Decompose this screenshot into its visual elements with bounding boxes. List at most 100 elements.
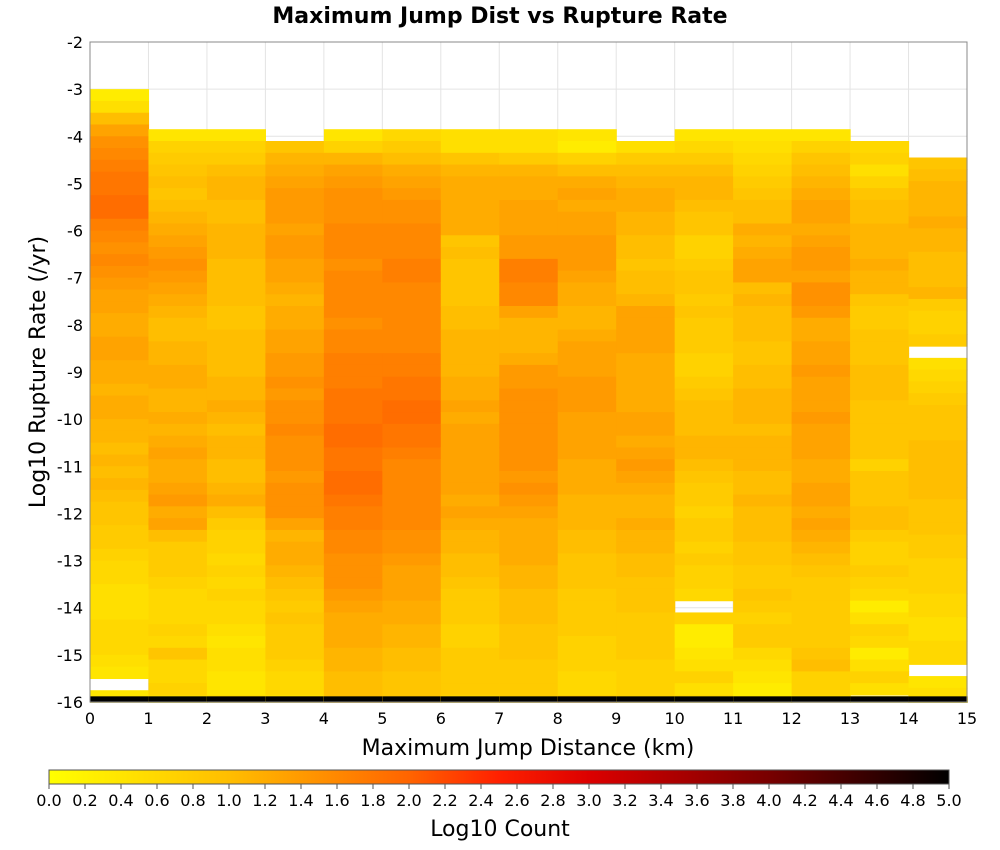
heatmap-cell <box>674 199 734 213</box>
heatmap-cell <box>265 518 325 531</box>
heatmap-cell <box>557 459 617 472</box>
heatmap-cell <box>674 612 734 625</box>
heatmap-cell <box>206 541 266 555</box>
heatmap-cell <box>616 600 676 614</box>
heatmap-cell <box>850 529 910 543</box>
y-tick-label: -9 <box>67 363 83 382</box>
heatmap-cell <box>382 624 442 637</box>
heatmap-cell <box>733 412 793 425</box>
heatmap-cell <box>440 400 500 413</box>
heatmap-cell <box>148 176 208 189</box>
heatmap-cell <box>850 423 910 437</box>
heatmap-cell <box>499 400 559 413</box>
heatmap-cell <box>499 152 559 166</box>
heatmap-cell <box>440 282 500 295</box>
heatmap-cell <box>908 287 968 300</box>
heatmap-cell <box>206 588 266 602</box>
heatmap-cell <box>90 242 150 255</box>
heatmap-cell <box>850 353 910 366</box>
heatmap-cell <box>791 176 851 189</box>
heatmap-cell <box>148 494 208 507</box>
heatmap-cell <box>382 435 442 449</box>
heatmap-cell <box>616 565 676 578</box>
heatmap-cell <box>674 376 734 390</box>
heatmap-cell <box>90 360 150 373</box>
heatmap-cell <box>557 600 617 614</box>
y-tick-label: -16 <box>57 693 83 712</box>
heatmap-cell <box>265 447 325 460</box>
heatmap-cell <box>616 412 676 425</box>
heatmap-cell <box>674 671 734 684</box>
heatmap-cell <box>908 499 968 512</box>
heatmap-cell <box>382 412 442 425</box>
heatmap-cell <box>850 565 910 578</box>
y-tick-label: -10 <box>57 410 83 429</box>
heatmap-cell <box>499 577 559 590</box>
heatmap-cell <box>90 501 150 515</box>
heatmap-cell <box>674 176 734 189</box>
heatmap-cell <box>557 494 617 507</box>
heatmap-cell <box>908 416 968 430</box>
heatmap-cell <box>557 270 617 284</box>
colorbar-tick-label: 3.4 <box>648 791 673 810</box>
heatmap-cell <box>557 188 617 201</box>
heatmap-cell <box>499 612 559 625</box>
heatmap-cell <box>90 100 150 114</box>
x-tick-label: 0 <box>85 709 95 728</box>
heatmap-cell <box>90 643 150 656</box>
heatmap-cell <box>733 435 793 449</box>
heatmap-cell <box>90 478 150 491</box>
heatmap-cell <box>206 223 266 236</box>
heatmap-cell <box>557 152 617 166</box>
heatmap-cell <box>206 494 266 507</box>
heatmap-cell <box>90 313 150 326</box>
heatmap-cell <box>323 258 383 272</box>
heatmap-cell <box>616 141 676 154</box>
heatmap-cell <box>206 152 266 166</box>
heatmap-cell <box>908 228 968 241</box>
heatmap-cell <box>323 471 383 484</box>
heatmap-cell <box>90 265 150 279</box>
heatmap-cell <box>148 482 208 496</box>
heatmap-cell <box>90 372 150 385</box>
heatmap-cell <box>382 447 442 460</box>
heatmap-cell <box>733 612 793 625</box>
heatmap-cell <box>382 553 442 566</box>
heatmap-cell <box>850 577 910 590</box>
heatmap-cell <box>850 636 910 649</box>
heatmap-cell <box>557 506 617 519</box>
colorbar-tick-label: 0.2 <box>72 791 97 810</box>
heatmap-cell <box>265 199 325 213</box>
colorbar-tick-label: 4.2 <box>792 791 817 810</box>
heatmap-cell <box>382 129 442 142</box>
heatmap-cell <box>908 676 968 689</box>
heatmap-cell <box>148 199 208 213</box>
heatmap-cell <box>908 334 968 347</box>
heatmap-cell <box>616 258 676 272</box>
heatmap-cell <box>791 329 851 342</box>
heatmap-cell <box>265 400 325 413</box>
heatmap-cell <box>733 683 793 696</box>
heatmap-cell <box>382 306 442 319</box>
heatmap-cell <box>791 353 851 366</box>
heatmap-cell <box>382 317 442 331</box>
heatmap-cell <box>791 235 851 248</box>
heatmap-cell <box>850 471 910 484</box>
heatmap-cell <box>674 211 734 225</box>
heatmap-cell <box>733 294 793 307</box>
heatmap-cell <box>908 558 968 571</box>
heatmap-cell <box>440 435 500 449</box>
heatmap-cell <box>557 553 617 566</box>
heatmap-cell <box>323 341 383 354</box>
heatmap-cell <box>616 199 676 213</box>
heatmap-cell <box>148 164 208 177</box>
heatmap-cell <box>616 423 676 437</box>
heatmap-cell <box>850 164 910 177</box>
heatmap-cell <box>265 683 325 696</box>
heatmap-cell <box>382 459 442 472</box>
x-axis-ticks: 0 1 2 3 4 5 6 7 8 9 10 11 12 13 14 15 <box>85 709 977 728</box>
heatmap-cell <box>90 548 150 562</box>
heatmap-cell <box>499 412 559 425</box>
heatmap-cell <box>557 329 617 342</box>
heatmap-cell <box>323 270 383 284</box>
